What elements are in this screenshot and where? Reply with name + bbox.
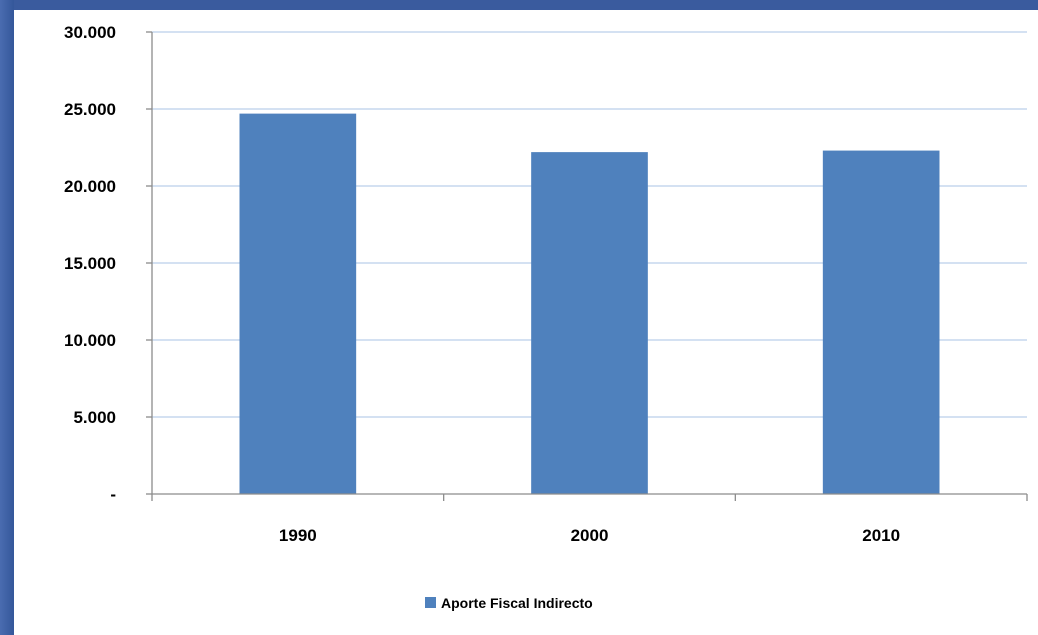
bars [239, 113, 940, 495]
bar-1990 [239, 113, 357, 495]
x-tick-labels: 1990 2000 2010 [279, 526, 900, 545]
y-tick-label: 5.000 [73, 408, 116, 427]
slide-left-border [0, 0, 14, 635]
y-tick-label: 25.000 [64, 100, 116, 119]
bar-2000 [531, 152, 648, 494]
axes [151, 32, 1027, 495]
y-tick-labels: - 5.000 10.000 15.000 20.000 25.000 30.000 [64, 23, 116, 504]
y-tick-label: 10.000 [64, 331, 116, 350]
x-tick-label: 1990 [279, 526, 317, 545]
y-tick-label: 20.000 [64, 177, 116, 196]
x-tick-label: 2000 [571, 526, 609, 545]
legend-label: Aporte Fiscal Indirecto [441, 595, 593, 611]
y-tick-label: 30.000 [64, 23, 116, 42]
y-tick-label: 15.000 [64, 254, 116, 273]
y-tick-label: - [110, 485, 116, 504]
legend-swatch [425, 597, 436, 608]
bar-2010 [822, 150, 940, 494]
legend: Aporte Fiscal Indirecto [425, 595, 593, 611]
x-tick-label: 2010 [862, 526, 900, 545]
